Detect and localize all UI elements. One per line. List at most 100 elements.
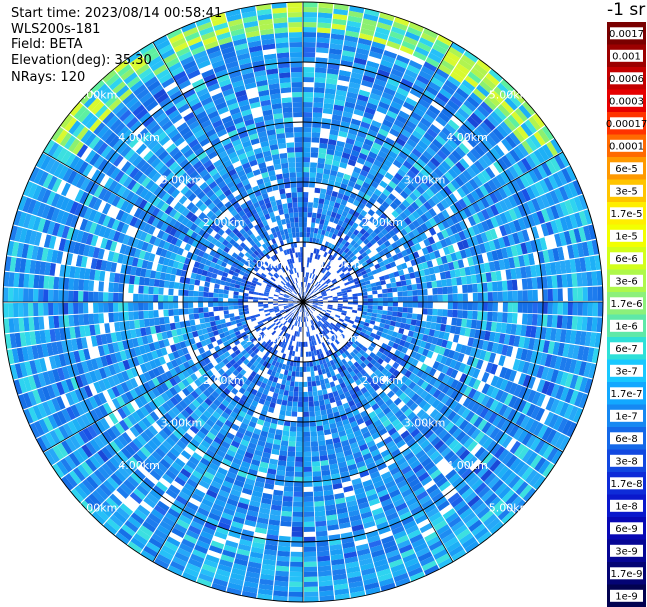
ray-bin <box>369 245 376 252</box>
ray-bin <box>306 294 310 299</box>
ray-bin <box>327 305 333 309</box>
ray-bin <box>304 566 318 572</box>
ray-bin <box>414 46 430 57</box>
ray-bin <box>385 334 392 341</box>
ray-bin <box>328 134 338 141</box>
ray-bin <box>492 281 498 292</box>
ray-bin <box>503 356 511 368</box>
ray-bin <box>470 148 482 160</box>
ray-bin <box>332 306 338 310</box>
ray-bin <box>509 149 521 163</box>
ray-bin <box>464 181 475 193</box>
ray-bin <box>290 416 297 422</box>
ray-bin <box>527 376 536 389</box>
ray-bin <box>311 295 317 298</box>
ray-bin <box>493 189 504 202</box>
ray-bin <box>432 224 441 234</box>
ray-bin <box>303 17 317 23</box>
ray-bin <box>322 307 328 310</box>
ray-bin <box>525 266 532 278</box>
ray-bin <box>442 302 448 310</box>
ray-bin <box>315 177 323 184</box>
ray-bin <box>462 336 470 346</box>
ray-bin <box>532 302 538 314</box>
ray-bin <box>326 78 338 85</box>
ray-bin <box>335 197 342 204</box>
ray-bin <box>290 381 295 387</box>
ray-bin <box>303 207 308 213</box>
ray-bin <box>367 209 375 217</box>
ray-bin <box>416 185 426 195</box>
ray-bin <box>507 312 513 324</box>
ray-bin <box>303 287 305 293</box>
ray-bin <box>464 247 472 258</box>
ray-bin <box>304 292 307 298</box>
ray-bin <box>332 257 338 263</box>
ray-bin <box>345 264 352 270</box>
ray-bin <box>511 89 526 104</box>
ray-bin <box>502 312 508 323</box>
ray-bin <box>375 172 385 181</box>
ray-bin <box>342 322 348 327</box>
ray-bin <box>303 481 313 487</box>
ray-bin <box>493 401 504 414</box>
ray-bin <box>346 250 353 256</box>
ray-bin <box>318 239 323 245</box>
ray-bin <box>313 491 324 497</box>
ray-bin <box>310 268 314 274</box>
ray-bin <box>578 361 587 376</box>
ray-bin <box>325 270 330 276</box>
ray-bin <box>317 244 322 250</box>
ray-bin <box>387 329 394 336</box>
ray-bin <box>305 257 308 263</box>
ray-bin <box>504 210 513 223</box>
ray-bin <box>343 269 349 275</box>
ray-bin <box>326 309 332 313</box>
ray-bin <box>359 320 365 326</box>
ray-bin <box>358 152 368 161</box>
ray-bin <box>486 251 494 262</box>
ray-bin <box>412 219 421 229</box>
ray-bin <box>294 376 300 382</box>
ray-bin <box>370 316 377 322</box>
ray-bin <box>350 204 358 211</box>
ray-bin <box>382 297 388 302</box>
ray-bin <box>316 32 331 39</box>
ray-bin <box>303 346 306 352</box>
ray-bin <box>493 86 508 100</box>
ray-bin <box>392 63 406 74</box>
ray-bin <box>293 356 298 362</box>
ray-bin <box>369 278 376 284</box>
ray-bin <box>312 286 317 291</box>
ray-bin <box>337 295 343 299</box>
ray-bin <box>309 257 313 263</box>
ray-bin <box>522 302 528 313</box>
ray-bin <box>331 23 346 31</box>
ray-bin <box>303 167 310 173</box>
ray-bin <box>503 258 511 270</box>
ray-bin <box>383 258 390 266</box>
ray-bin <box>350 327 357 332</box>
ray-bin <box>418 37 434 48</box>
ray-bin <box>454 326 461 335</box>
ray-bin <box>327 242 333 249</box>
ray-bin <box>304 292 307 298</box>
ray-bin <box>463 218 472 229</box>
ray-bin <box>550 383 560 398</box>
ray-bin <box>482 311 488 321</box>
ray-bin <box>573 228 582 243</box>
ray-bin <box>455 343 463 353</box>
ray-bin <box>303 456 312 462</box>
ray-bin <box>353 242 360 249</box>
ray-bin <box>323 168 331 175</box>
ray-bin <box>308 396 314 402</box>
ray-bin <box>355 260 362 267</box>
ray-bin <box>381 54 396 64</box>
ray-bin <box>391 26 406 36</box>
ray-bin <box>319 379 325 386</box>
ray-bin <box>467 293 473 302</box>
ray-bin <box>303 232 307 238</box>
ray-bin <box>377 69 390 78</box>
ray-bin <box>493 144 505 158</box>
ray-bin <box>341 178 350 186</box>
